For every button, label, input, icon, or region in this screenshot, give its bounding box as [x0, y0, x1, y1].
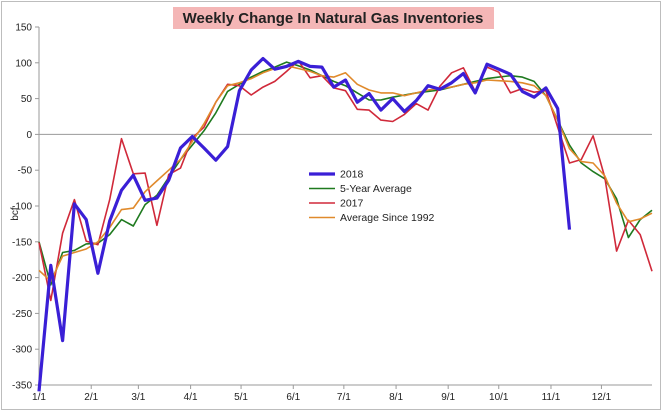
y-axis-label: bcf [10, 207, 21, 221]
x-tick-label: 1/1 [32, 392, 46, 403]
y-tick-label: -150 [12, 237, 32, 248]
y-tick-label: 150 [15, 23, 32, 34]
x-tick-label: 10/1 [489, 392, 509, 403]
x-tick-label: 2/1 [84, 392, 98, 403]
x-tick-label: 4/1 [184, 392, 198, 403]
y-tick-label: 0 [26, 130, 32, 141]
x-tick-label: 5/1 [234, 392, 248, 403]
legend-label: 2017 [340, 198, 364, 210]
x-tick-label: 8/1 [389, 392, 403, 403]
y-tick-label: -300 [12, 345, 32, 356]
y-tick-label: -200 [12, 273, 32, 284]
y-tick-label: -250 [12, 309, 32, 320]
y-tick-label: -100 [12, 202, 32, 213]
x-tick-label: 7/1 [337, 392, 351, 403]
legend-label: 5-Year Average [340, 183, 412, 195]
legend-label: Average Since 1992 [340, 212, 435, 224]
legend: 2018 5-Year Average 2017 Average Since 1992 [309, 169, 435, 224]
x-tick-label: 12/1 [592, 392, 612, 403]
x-tick-label: 11/1 [542, 392, 561, 403]
series-line [37, 56, 572, 392]
series-lines [37, 56, 653, 392]
y-tick-label: -50 [18, 166, 33, 177]
y-tick-label: -350 [12, 381, 32, 392]
legend-label: 2018 [340, 169, 364, 181]
x-tick-label: 6/1 [286, 392, 300, 403]
title-background [173, 7, 494, 29]
series-line [38, 64, 653, 283]
x-tick-label: 3/1 [131, 392, 145, 403]
y-tick-label: 100 [15, 58, 32, 69]
chart-title: Weekly Change In Natural Gas Inventories [183, 10, 484, 27]
x-tick-label: 9/1 [441, 392, 455, 403]
y-tick-label: 50 [21, 94, 33, 105]
